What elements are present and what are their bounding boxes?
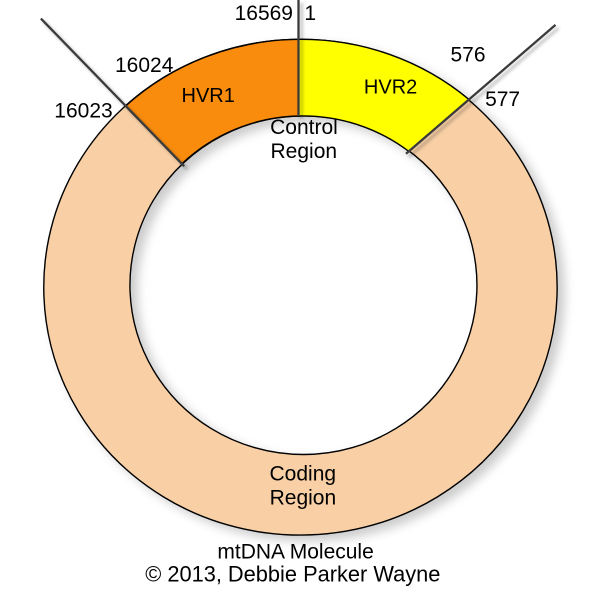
- svg-text:577: 577: [485, 88, 520, 111]
- svg-text:mtDNA Molecule: mtDNA Molecule: [217, 541, 373, 564]
- svg-text:Region: Region: [271, 140, 338, 163]
- svg-text:16023: 16023: [54, 100, 112, 123]
- svg-text:Coding: Coding: [270, 463, 337, 486]
- svg-text:© 2013, Debbie Parker Wayne: © 2013, Debbie Parker Wayne: [145, 562, 440, 587]
- svg-text:HVR2: HVR2: [364, 77, 417, 99]
- svg-text:HVR1: HVR1: [182, 85, 235, 107]
- svg-text:Region: Region: [270, 486, 337, 509]
- svg-text:576: 576: [450, 43, 485, 66]
- svg-text:16569: 16569: [235, 2, 293, 25]
- svg-text:Control: Control: [270, 116, 338, 139]
- svg-text:16024: 16024: [115, 54, 174, 77]
- svg-text:1: 1: [304, 2, 316, 25]
